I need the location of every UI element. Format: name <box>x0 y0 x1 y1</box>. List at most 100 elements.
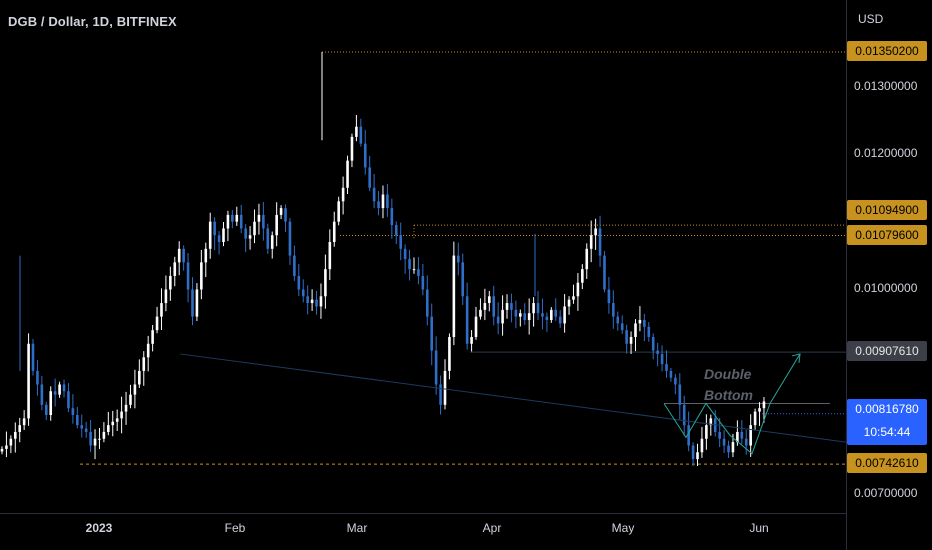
candle-body <box>346 160 349 188</box>
candle-body <box>266 228 270 249</box>
price-tick-0.010: 0.01000000 <box>854 281 918 295</box>
candle-body <box>620 323 624 331</box>
candle-body <box>594 228 597 236</box>
candle-body <box>665 364 668 371</box>
candle-body <box>638 320 642 324</box>
candle-body <box>700 438 704 453</box>
candle-body <box>514 309 518 317</box>
candle-body <box>744 438 748 446</box>
candle-body <box>213 221 216 236</box>
candle-body <box>222 228 225 243</box>
candle-body <box>660 353 664 365</box>
candle-body <box>554 309 558 317</box>
high-price-tag: 0.01350200 <box>847 41 927 61</box>
candle-body <box>195 289 199 317</box>
candle-body <box>355 126 358 137</box>
candle-body <box>235 214 239 222</box>
candle-body <box>36 370 39 385</box>
candle-body <box>301 289 305 297</box>
candle-body <box>669 370 673 378</box>
candle-body <box>124 404 128 412</box>
candle-body <box>430 316 434 351</box>
double-bottom-label-line1: Double <box>704 366 752 382</box>
candle-body <box>519 313 522 317</box>
candle-body <box>129 394 132 405</box>
candle-body <box>479 309 482 317</box>
candle-body <box>749 425 752 446</box>
candle-body <box>417 269 420 276</box>
candle-body <box>532 303 535 314</box>
candle-body <box>394 225 398 236</box>
candle-body <box>98 438 101 440</box>
candle-body <box>377 201 380 209</box>
candle-body <box>563 306 566 324</box>
candle-body <box>319 296 323 307</box>
candle-body <box>576 282 580 297</box>
candle-body <box>71 408 75 415</box>
candle-body <box>501 309 504 324</box>
candle-body <box>102 431 106 439</box>
candle-body <box>288 221 292 256</box>
candle-body <box>492 296 496 317</box>
descending-trend-line <box>179 353 847 443</box>
candle-body <box>138 370 141 385</box>
candle-body <box>452 255 456 337</box>
candle-body <box>381 194 385 209</box>
candle-body <box>421 275 425 290</box>
candle-body <box>279 208 283 215</box>
candle-body <box>204 248 208 263</box>
candle-body <box>541 313 544 317</box>
candle-body <box>45 404 48 415</box>
time-axis-separator <box>0 513 846 514</box>
candle-body <box>49 391 53 415</box>
candle-body <box>496 316 500 324</box>
trend-drawings <box>179 353 847 455</box>
candle-body <box>425 289 429 317</box>
candle-body <box>111 421 115 426</box>
chart-title: DGB / Dollar, 1D, BITFINEX <box>8 14 177 29</box>
price-axis-separator <box>846 0 847 550</box>
candle-body <box>67 391 70 409</box>
candle-body <box>758 408 761 412</box>
candle-body <box>244 228 247 239</box>
candle-body <box>350 136 354 161</box>
currency-label[interactable]: USD <box>858 12 884 26</box>
candle-body <box>403 248 407 259</box>
candle-body <box>386 194 389 209</box>
candle-body <box>142 357 146 371</box>
candle-body <box>275 214 278 236</box>
candle-body <box>567 299 571 307</box>
candle-body <box>545 316 549 321</box>
candle-body <box>550 309 553 321</box>
candle-body <box>443 370 447 405</box>
bar-countdown-tag: 10:54:44 <box>847 419 927 445</box>
candle-body <box>160 303 163 317</box>
last-price-tag: 0.00816780 <box>847 399 927 419</box>
candle-body <box>315 299 318 307</box>
candle-body <box>682 404 686 426</box>
candle-body <box>293 255 296 276</box>
double-bottom-label-line2: Bottom <box>704 387 753 403</box>
candle-body <box>456 255 460 263</box>
candle-body <box>270 235 274 249</box>
candle-body <box>510 303 513 310</box>
double-bottom-projection-path <box>663 353 801 455</box>
candle-body <box>80 425 84 429</box>
price-tick-0.013: 0.01300000 <box>854 79 918 93</box>
candle-body <box>177 248 181 263</box>
candle-body <box>643 320 646 327</box>
time-tick-may: May <box>611 521 635 535</box>
candle-body <box>629 336 633 344</box>
candle-body <box>253 221 256 236</box>
candle-body <box>465 296 469 344</box>
candle-body <box>107 425 110 432</box>
price-tick-0.012: 0.01200000 <box>854 146 918 160</box>
candle-body <box>598 228 602 256</box>
candle-body <box>439 384 442 405</box>
candle-body <box>634 323 637 337</box>
candle-body <box>607 289 611 304</box>
candle-body <box>616 316 620 324</box>
candle-body <box>173 262 177 276</box>
candle-body <box>363 143 367 168</box>
